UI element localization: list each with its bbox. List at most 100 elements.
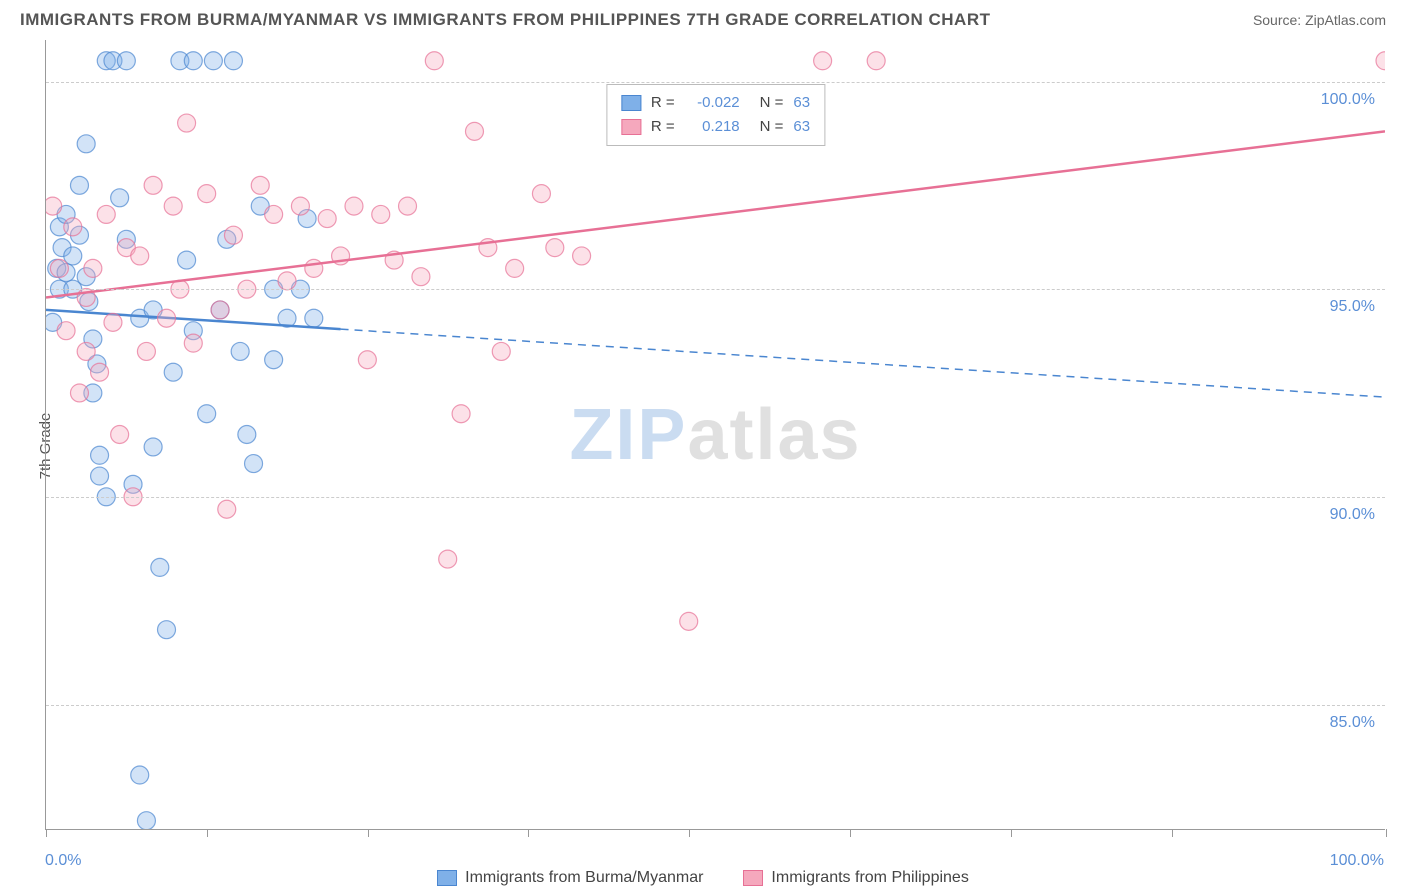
- data-point: [111, 426, 129, 444]
- legend-r-value: -0.022: [685, 91, 740, 115]
- data-point: [158, 621, 176, 639]
- data-point: [452, 405, 470, 423]
- x-tick: [46, 829, 47, 837]
- source-attribution: Source: ZipAtlas.com: [1253, 12, 1386, 28]
- legend-row: R = 0.218 N = 63: [621, 115, 810, 139]
- data-point: [251, 176, 269, 194]
- data-point: [198, 185, 216, 203]
- legend-series-item: Immigrants from Philippines: [743, 869, 968, 887]
- correlation-legend: R = -0.022 N = 63 R = 0.218 N = 63: [606, 84, 825, 146]
- data-point: [224, 52, 242, 70]
- data-point: [111, 189, 129, 207]
- data-point: [680, 612, 698, 630]
- x-tick: [528, 829, 529, 837]
- data-point: [412, 268, 430, 286]
- data-point: [867, 52, 885, 70]
- data-point: [178, 251, 196, 269]
- x-axis-min-label: 0.0%: [45, 852, 81, 870]
- gridline: [46, 82, 1385, 83]
- data-point: [546, 239, 564, 257]
- data-point: [46, 197, 62, 215]
- legend-n-label: N =: [760, 115, 784, 139]
- data-point: [211, 301, 229, 319]
- data-point: [425, 52, 443, 70]
- data-point: [84, 259, 102, 277]
- legend-row: R = -0.022 N = 63: [621, 91, 810, 115]
- data-point: [91, 363, 109, 381]
- data-point: [465, 122, 483, 140]
- data-point: [137, 812, 155, 829]
- scatter-svg: [46, 40, 1385, 829]
- data-point: [305, 259, 323, 277]
- data-point: [151, 558, 169, 576]
- data-point: [144, 176, 162, 194]
- data-point: [164, 197, 182, 215]
- legend-series-item: Immigrants from Burma/Myanmar: [437, 869, 703, 887]
- data-point: [439, 550, 457, 568]
- data-point: [1376, 52, 1385, 70]
- data-point: [238, 426, 256, 444]
- legend-n-label: N =: [760, 91, 784, 115]
- data-point: [573, 247, 591, 265]
- data-point: [70, 176, 88, 194]
- data-point: [231, 342, 249, 360]
- data-point: [104, 313, 122, 331]
- legend-series-label: Immigrants from Burma/Myanmar: [465, 869, 703, 887]
- data-point: [131, 766, 149, 784]
- data-point: [224, 226, 242, 244]
- data-point: [178, 114, 196, 132]
- x-tick: [689, 829, 690, 837]
- data-point: [117, 52, 135, 70]
- data-point: [77, 135, 95, 153]
- legend-swatch: [621, 95, 641, 111]
- legend-n-value: 63: [793, 115, 810, 139]
- y-tick-label: 90.0%: [1330, 506, 1375, 524]
- data-point: [91, 467, 109, 485]
- gridline: [46, 289, 1385, 290]
- data-point: [198, 405, 216, 423]
- data-point: [158, 309, 176, 327]
- x-tick: [207, 829, 208, 837]
- x-tick: [1011, 829, 1012, 837]
- legend-r-label: R =: [651, 91, 675, 115]
- data-point: [318, 210, 336, 228]
- data-point: [64, 218, 82, 236]
- legend-series-label: Immigrants from Philippines: [771, 869, 968, 887]
- trend-line-dashed: [341, 329, 1385, 397]
- data-point: [532, 185, 550, 203]
- y-tick-label: 95.0%: [1330, 298, 1375, 316]
- data-point: [164, 363, 182, 381]
- legend-swatch: [437, 870, 457, 886]
- data-point: [184, 334, 202, 352]
- data-point: [131, 247, 149, 265]
- trend-line: [46, 131, 1385, 297]
- data-point: [184, 52, 202, 70]
- data-point: [278, 272, 296, 290]
- data-point: [97, 205, 115, 223]
- data-point: [204, 52, 222, 70]
- data-point: [77, 342, 95, 360]
- data-point: [265, 351, 283, 369]
- legend-r-value: 0.218: [685, 115, 740, 139]
- data-point: [345, 197, 363, 215]
- data-point: [372, 205, 390, 223]
- gridline: [46, 497, 1385, 498]
- data-point: [91, 446, 109, 464]
- data-point: [291, 197, 309, 215]
- y-tick-label: 85.0%: [1330, 714, 1375, 732]
- data-point: [399, 197, 417, 215]
- data-point: [144, 438, 162, 456]
- data-point: [50, 259, 68, 277]
- chart-title: IMMIGRANTS FROM BURMA/MYANMAR VS IMMIGRA…: [20, 10, 991, 30]
- x-axis-max-label: 100.0%: [1330, 852, 1384, 870]
- data-point: [305, 309, 323, 327]
- x-tick: [368, 829, 369, 837]
- legend-r-label: R =: [651, 115, 675, 139]
- legend-swatch: [743, 870, 763, 886]
- data-point: [218, 500, 236, 518]
- legend-swatch: [621, 119, 641, 135]
- data-point: [358, 351, 376, 369]
- legend-n-value: 63: [793, 91, 810, 115]
- x-tick: [1172, 829, 1173, 837]
- data-point: [814, 52, 832, 70]
